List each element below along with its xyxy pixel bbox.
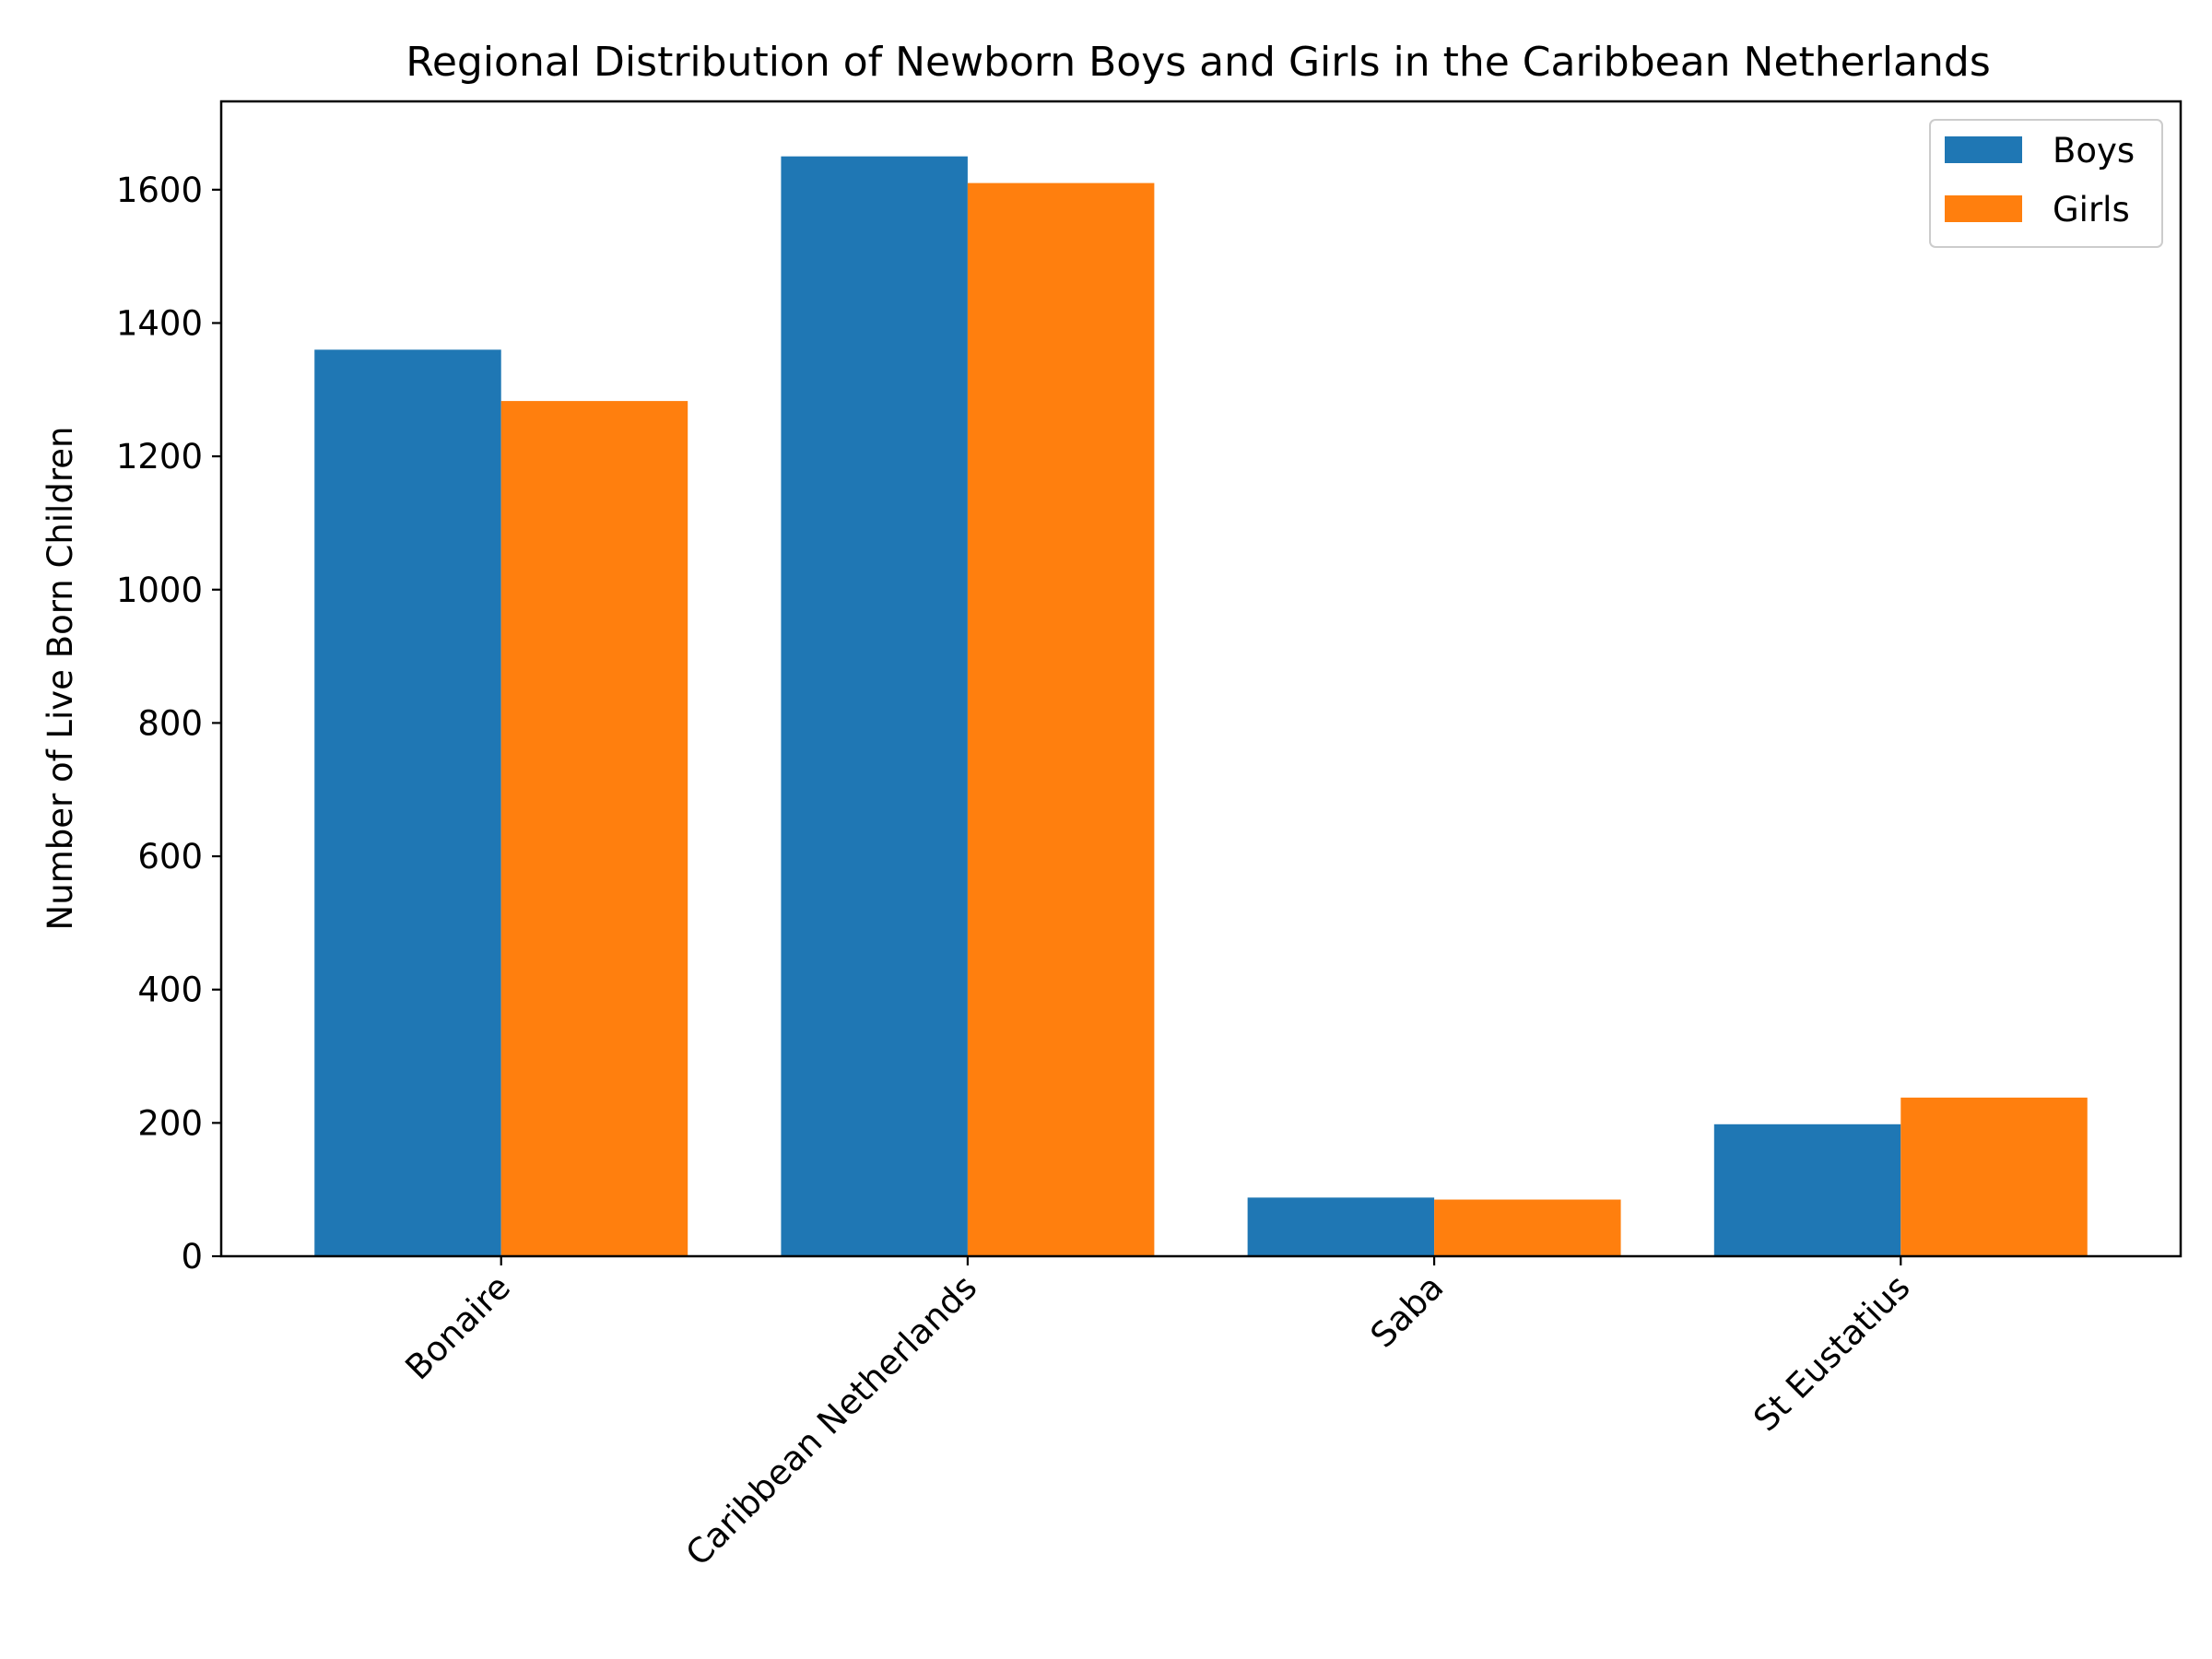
- y-tick-label-1000: 1000: [116, 571, 203, 610]
- y-tick-label-400: 400: [137, 971, 203, 1010]
- y-tick-label-800: 800: [137, 703, 203, 743]
- bar-boys-caribbean-netherlands: [781, 156, 968, 1257]
- legend-swatch-boys: [1945, 136, 2022, 163]
- y-tick-label-0: 0: [181, 1237, 203, 1277]
- bar-boys-bonaire: [314, 349, 501, 1256]
- y-tick-label-1400: 1400: [116, 303, 203, 343]
- y-tick-label-1600: 1600: [116, 171, 203, 210]
- legend-swatch-girls: [1945, 195, 2022, 222]
- y-axis-label: Number of Live Born Children: [41, 427, 80, 931]
- legend-label-girls: Girls: [2053, 190, 2130, 229]
- y-tick-label-600: 600: [137, 837, 203, 877]
- chart-title: Regional Distribution of Newborn Boys an…: [406, 39, 1991, 86]
- bar-boys-st-eustatius: [1713, 1124, 1901, 1256]
- bars-layer: [314, 156, 2088, 1257]
- bar-boys-saba: [1247, 1197, 1435, 1256]
- legend-label-boys: Boys: [2053, 131, 2135, 171]
- bar-girls-caribbean-netherlands: [967, 182, 1155, 1257]
- plot-area-frame: [219, 100, 2183, 1258]
- legend: Boys Girls: [1929, 119, 2163, 248]
- bar-girls-st-eustatius: [1900, 1097, 2088, 1256]
- y-tick-label-200: 200: [137, 1103, 203, 1143]
- bar-girls-bonaire: [500, 401, 688, 1257]
- bar-girls-saba: [1434, 1199, 1621, 1256]
- y-tick-label-1200: 1200: [116, 437, 203, 477]
